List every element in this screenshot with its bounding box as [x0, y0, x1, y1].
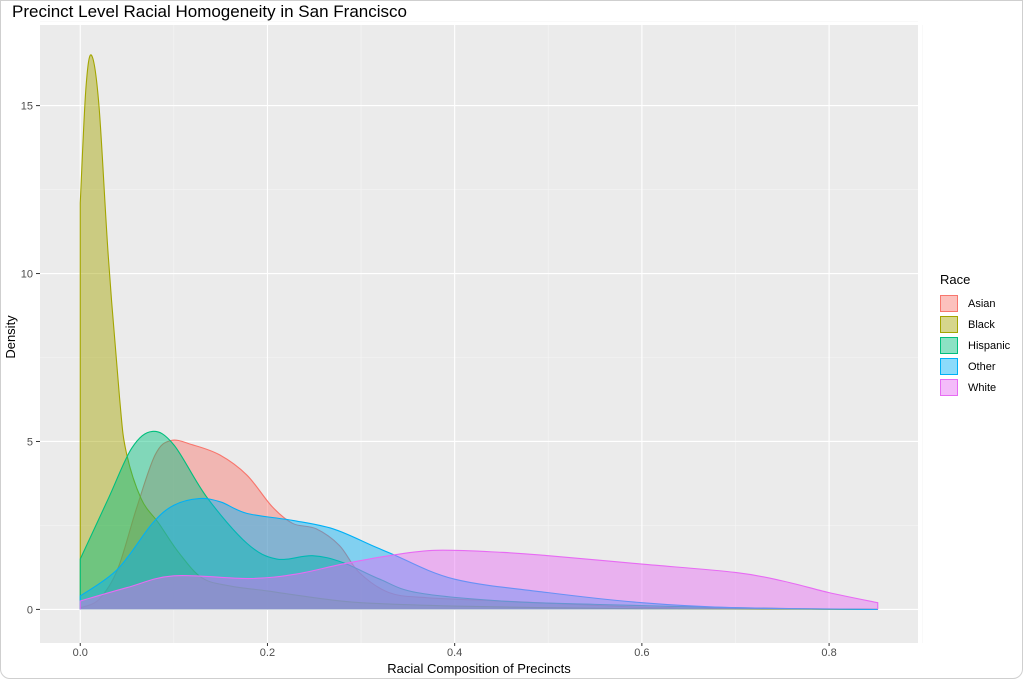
legend: Race Asian Black Hispanic Other White — [940, 272, 1010, 398]
legend-item-hispanic: Hispanic — [940, 335, 1010, 356]
density-area-white — [80, 550, 878, 610]
axis-ticks: 0.0 0.2 0.4 0.6 0.8 0 5 10 15 — [21, 101, 837, 659]
y-tick-label: 5 — [27, 436, 33, 448]
x-tick-label: 0.6 — [634, 647, 649, 659]
legend-label: White — [968, 381, 997, 394]
x-axis-label: Racial Composition of Precincts — [387, 661, 571, 676]
x-tick-label: 0.0 — [73, 647, 88, 659]
density-area-asian — [80, 440, 878, 610]
x-tick-label: 0.2 — [260, 647, 275, 659]
legend-swatch — [940, 358, 958, 375]
legend-label: Black — [968, 318, 995, 331]
legend-item-other: Other — [940, 356, 1010, 377]
legend-swatch — [940, 295, 958, 312]
legend-swatch — [940, 379, 958, 396]
density-area-hispanic — [80, 431, 878, 610]
legend-label: Other — [968, 360, 996, 373]
legend-item-asian: Asian — [940, 293, 1010, 314]
chart-title: Precinct Level Racial Homogeneity in San… — [12, 2, 407, 21]
plot-panel — [40, 25, 918, 643]
legend-item-black: Black — [940, 314, 1010, 335]
y-tick-label: 0 — [27, 604, 33, 616]
density-area-other — [80, 498, 878, 610]
density-area-black — [80, 54, 878, 610]
y-tick-label: 15 — [21, 101, 33, 113]
y-axis-label: Density — [3, 315, 18, 359]
legend-label: Asian — [968, 297, 996, 310]
x-tick-label: 0.4 — [447, 647, 462, 659]
grid-lines — [40, 21, 923, 643]
legend-title: Race — [940, 272, 971, 287]
density-line-white — [79, 549, 879, 610]
density-areas — [79, 54, 879, 610]
legend-label: Hispanic — [968, 339, 1011, 352]
y-tick-label: 10 — [21, 269, 33, 281]
x-tick-label: 0.8 — [821, 647, 836, 659]
density-line-black — [79, 54, 878, 610]
legend-item-white: White — [940, 377, 1010, 398]
density-line-hispanic — [79, 430, 878, 610]
legend-swatch — [940, 316, 958, 333]
legend-swatch — [940, 337, 958, 354]
density-line-other — [79, 497, 878, 610]
